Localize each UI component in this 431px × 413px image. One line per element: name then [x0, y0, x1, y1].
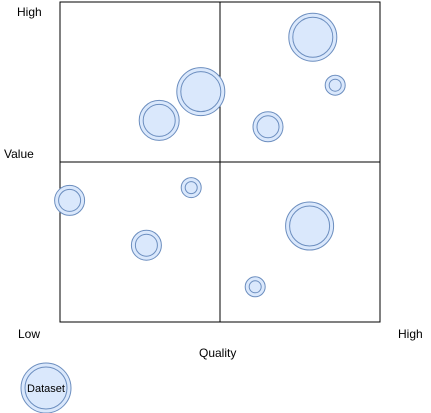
bubble-inner-ring [135, 234, 157, 256]
legend-label: Dataset [27, 383, 65, 395]
bubble-layer [55, 13, 346, 297]
dataset-bubble [325, 75, 345, 95]
bubble-inner-ring [185, 182, 197, 194]
bubble-inner-ring [59, 189, 81, 211]
y-axis-title: Value [4, 147, 34, 161]
dataset-bubble [131, 230, 161, 260]
dataset-bubble [253, 112, 283, 142]
dataset-bubble [245, 277, 265, 297]
dataset-bubble [139, 100, 179, 140]
legend: Dataset [21, 363, 71, 413]
bubble-inner-ring [329, 79, 341, 91]
y-axis-high-label: High [17, 5, 42, 19]
dataset-bubble [181, 178, 201, 198]
bubble-inner-ring [181, 72, 221, 112]
bubble-inner-ring [143, 104, 175, 136]
dataset-bubble [286, 202, 334, 250]
bubble-inner-ring [290, 206, 330, 246]
x-axis-high-label: High [398, 327, 423, 341]
bubble-inner-ring [257, 116, 279, 138]
dataset-bubble [289, 13, 337, 61]
bubble-inner-ring [293, 17, 333, 57]
dataset-bubble [55, 185, 85, 215]
dataset-bubble [177, 68, 225, 116]
x-axis-low-label: Low [18, 327, 40, 341]
x-axis-title: Quality [199, 346, 236, 360]
bubble-inner-ring [249, 281, 261, 293]
